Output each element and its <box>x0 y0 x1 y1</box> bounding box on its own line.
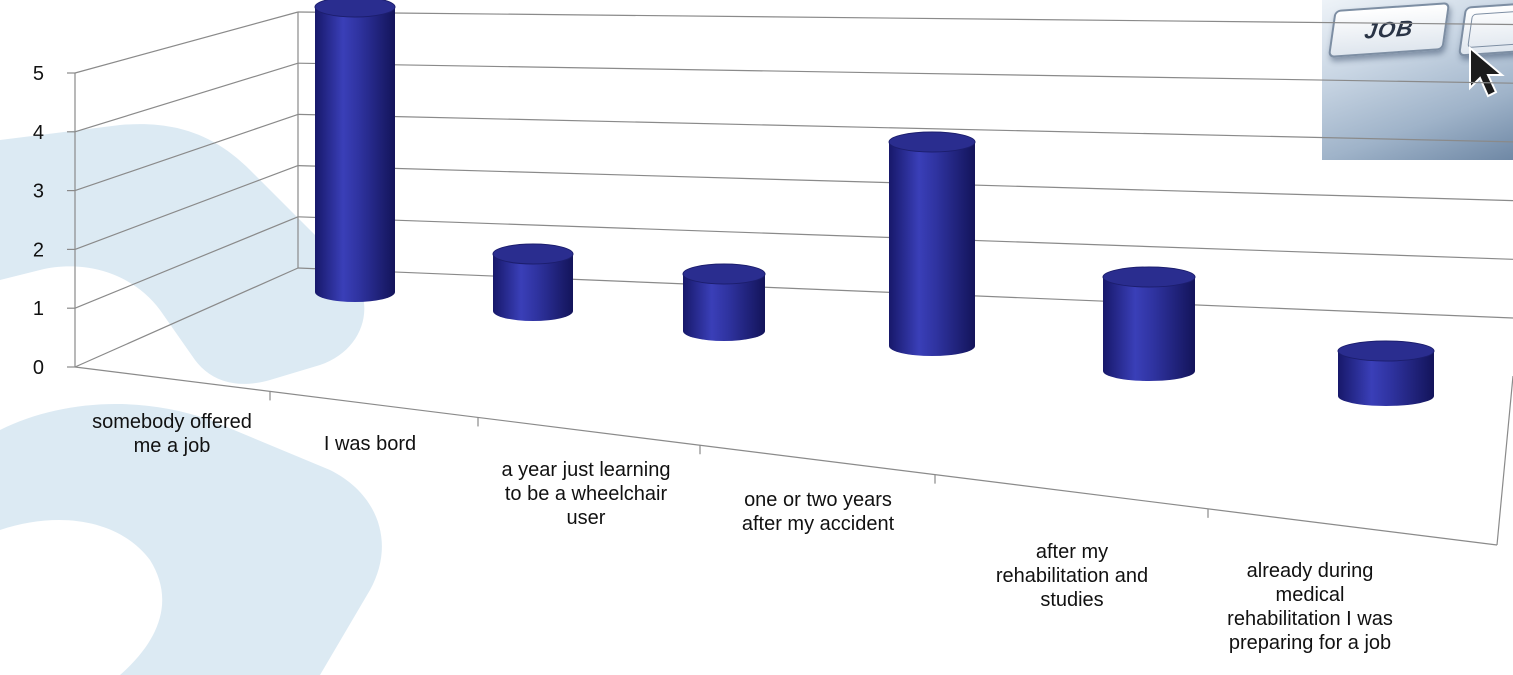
bar <box>314 0 396 302</box>
back-gridline <box>297 11 1513 26</box>
bar-body <box>1338 351 1434 406</box>
side-gridline <box>74 62 299 133</box>
bar-top <box>314 0 396 18</box>
bar <box>1337 340 1435 406</box>
bar <box>1102 266 1196 381</box>
y-tick-label: 3 <box>33 181 44 203</box>
bar-body <box>683 274 765 341</box>
y-tick-label: 4 <box>33 122 44 144</box>
bar <box>492 243 574 321</box>
x-category-label: one or two years after my accident <box>742 489 895 535</box>
bar-body <box>315 7 395 302</box>
bar-body <box>889 142 975 356</box>
y-tick-label: 2 <box>33 239 44 261</box>
accessibility-logo-watermark <box>0 124 382 675</box>
bar-top <box>682 263 766 285</box>
bar <box>682 263 766 341</box>
y-tick-label: 5 <box>33 63 44 85</box>
y-tick-label: 0 <box>33 357 44 379</box>
bar-body <box>1103 277 1195 381</box>
bar-top <box>492 243 574 265</box>
side-gridline <box>74 165 299 250</box>
x-category-label: after my rehabilitation and studies <box>996 541 1148 611</box>
x-category-label: I was bord <box>324 433 416 455</box>
side-gridline <box>74 216 299 309</box>
bar-body <box>493 254 573 321</box>
x-category-label: somebody offered me a job <box>92 411 252 457</box>
bar-top <box>1102 266 1196 288</box>
back-gridline <box>297 113 1513 143</box>
mouse-cursor-icon <box>1469 45 1505 98</box>
chart-bars <box>314 0 1435 406</box>
x-category-label: a year just learning to be a wheelchair us… <box>502 459 671 529</box>
bar <box>888 131 976 356</box>
side-gridline <box>74 11 299 74</box>
side-gridline <box>74 267 299 368</box>
x-axis <box>74 366 1498 546</box>
chart-gridlines <box>74 11 1513 368</box>
bar-top <box>1337 340 1435 362</box>
back-gridline <box>297 62 1513 84</box>
x-category-label: already during medical rehabilitation I wa… <box>1227 560 1393 654</box>
chart-axes <box>67 12 1513 546</box>
chart-labels: 0 1 2 3 4 5 somebody offered me a job I was bord… <box>33 63 1393 654</box>
y-tick-label: 1 <box>33 298 44 320</box>
side-gridline <box>74 113 299 192</box>
floor-right-edge <box>1496 375 1513 546</box>
bar-top <box>888 131 976 153</box>
